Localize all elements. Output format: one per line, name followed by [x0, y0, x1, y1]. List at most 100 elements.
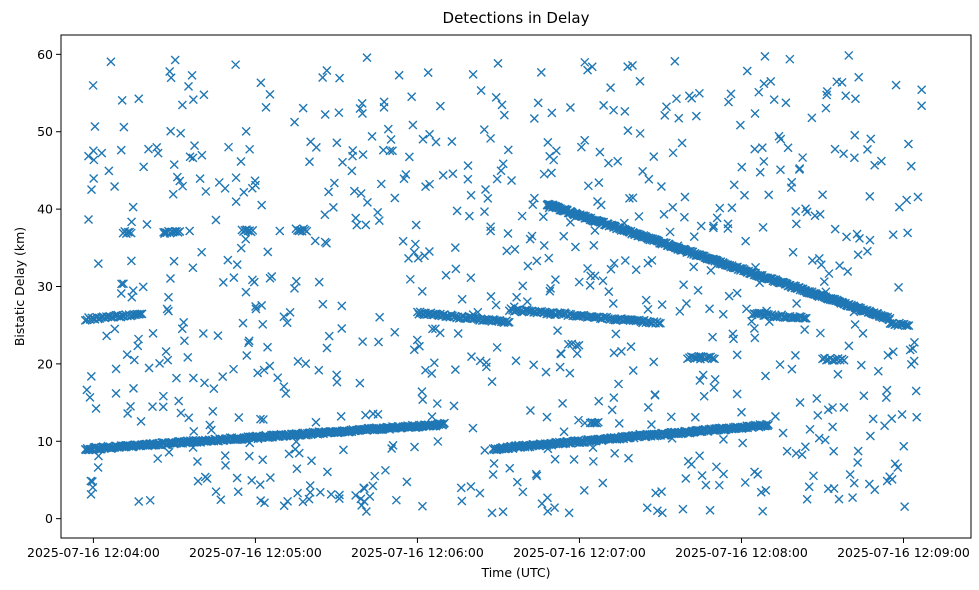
clutter-point — [498, 507, 508, 517]
clutter-point — [724, 291, 734, 301]
clutter-point — [282, 318, 292, 328]
clutter-point — [205, 420, 215, 430]
clutter-point — [242, 351, 252, 361]
clutter-point — [417, 286, 427, 296]
clutter-point — [558, 398, 568, 408]
clutter-point — [842, 232, 852, 242]
clutter-point — [529, 360, 539, 370]
clutter-point — [660, 110, 670, 120]
clutter-point — [175, 176, 185, 186]
clutter-point — [543, 137, 553, 147]
clutter-point — [291, 276, 301, 286]
clutter-point — [697, 471, 707, 480]
track-point — [504, 317, 514, 327]
clutter-point — [298, 103, 308, 113]
clutter-point — [411, 220, 421, 230]
clutter-point — [168, 189, 178, 199]
clutter-point — [433, 436, 443, 446]
clutter-point — [559, 231, 569, 241]
clutter-point — [749, 324, 759, 334]
clutter-point — [448, 169, 458, 179]
clutter-point — [909, 337, 919, 347]
clutter-point — [405, 274, 415, 284]
clutter-point — [290, 117, 300, 127]
clutter-point — [179, 336, 189, 346]
clutter-point — [569, 454, 579, 464]
clutter-point — [854, 72, 864, 82]
clutter-point — [234, 413, 244, 422]
clutter-point — [883, 350, 893, 360]
clutter-point — [450, 365, 460, 375]
clutter-point — [833, 369, 843, 379]
clutter-point — [356, 189, 366, 199]
clutter-point — [166, 126, 176, 136]
clutter-point — [188, 153, 198, 163]
clutter-point — [247, 475, 257, 485]
clutter-point — [563, 339, 573, 349]
clutter-point — [646, 419, 656, 429]
clutter-point — [193, 476, 203, 486]
clutter-point — [457, 294, 467, 304]
clutter-point — [355, 378, 365, 388]
clutter-point — [705, 505, 715, 515]
y-tick-label: 10 — [37, 434, 53, 449]
clutter-point — [510, 244, 520, 254]
clutter-point — [163, 355, 173, 365]
clutter-point — [361, 220, 371, 230]
clutter-point — [782, 446, 792, 456]
clutter-point — [315, 487, 325, 497]
clutter-point — [870, 160, 880, 170]
clutter-point — [166, 73, 176, 83]
clutter-point — [420, 251, 430, 261]
track-point — [801, 313, 811, 323]
clutter-point — [758, 506, 768, 516]
clutter-point — [123, 408, 133, 418]
clutter-point — [539, 169, 549, 179]
clutter-point — [184, 413, 194, 423]
clutter-point — [365, 491, 375, 501]
clutter-point — [638, 166, 648, 176]
clutter-point — [244, 338, 254, 348]
track-point — [590, 418, 600, 428]
track-point — [800, 313, 810, 323]
clutter-point — [902, 195, 912, 205]
clutter-point — [232, 260, 242, 270]
clutter-point — [145, 495, 155, 505]
clutter-point — [760, 51, 770, 61]
clutter-point — [423, 68, 433, 78]
clutter-point — [620, 106, 630, 116]
clutter-point — [338, 157, 347, 167]
clutter-point — [850, 320, 860, 330]
clutter-point — [643, 304, 653, 314]
clutter-point — [284, 449, 294, 459]
clutter-point — [659, 209, 669, 219]
clutter-point — [273, 373, 283, 383]
clutter-point — [694, 88, 704, 98]
clutter-point — [699, 391, 709, 401]
clutter-point — [418, 395, 428, 405]
clutter-point — [218, 372, 228, 382]
clutter-point — [332, 138, 342, 148]
clutter-point — [900, 502, 910, 512]
clutter-point — [543, 506, 553, 516]
clutter-point — [441, 270, 451, 280]
clutter-point — [912, 412, 922, 422]
clutter-point — [732, 350, 742, 360]
clutter-point — [249, 277, 259, 287]
clutter-point — [564, 508, 574, 518]
clutter-point — [358, 337, 368, 347]
clutter-point — [643, 402, 653, 412]
clutter-point — [476, 86, 486, 96]
clutter-point — [88, 80, 98, 90]
clutter-point — [657, 508, 667, 518]
clutter-point — [525, 406, 535, 416]
clutter-point — [608, 298, 618, 308]
clutter-point — [542, 412, 552, 422]
track-point — [904, 321, 914, 331]
clutter-point — [823, 484, 833, 494]
clutter-point — [776, 134, 786, 144]
clutter-point — [163, 292, 173, 302]
clutter-point — [267, 271, 277, 281]
clutter-point — [197, 150, 207, 160]
clutter-point — [714, 480, 724, 490]
